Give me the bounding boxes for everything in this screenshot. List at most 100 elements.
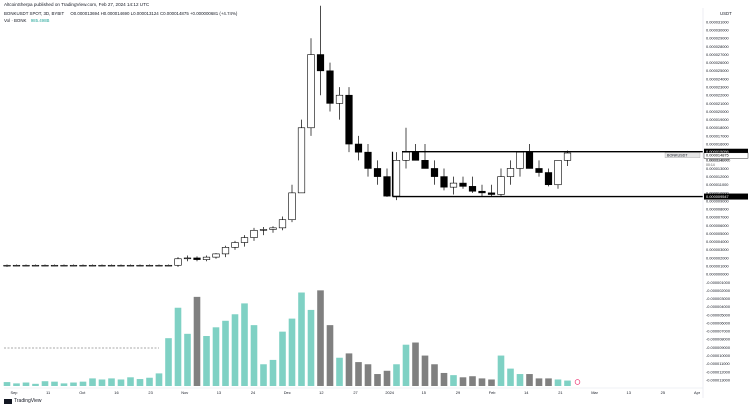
candle-body [307,54,315,129]
volume-bar [127,377,134,386]
volume-bar [488,379,495,386]
price-tick-label: 0.000006000 [706,223,730,228]
ohlc-values: O0.000013694 H0.000014690 L0.000013124 C… [70,11,238,16]
candle-body [544,172,553,186]
price-tick-label: 0.000009000 [706,198,730,203]
candle-body [202,256,211,260]
price-tick-label: 0.000012000 [706,174,730,179]
support-price-tag [704,193,748,200]
candle-body [497,176,505,195]
time-tick-label: 24 [251,390,256,395]
volume-bar [22,382,30,386]
volume-bar [402,344,410,386]
volume-bar [326,325,334,386]
volume-bar [393,364,400,386]
candle-body [364,151,372,169]
price-tick-label: -0.000001000 [706,280,731,285]
volume-bar [13,383,20,386]
candle-body [60,264,68,267]
time-tick-label: 13 [217,390,221,395]
time-tick-label: 21 [558,390,562,395]
candle-body [3,264,11,267]
candle-body [440,176,448,188]
volume-bar [345,353,353,386]
time-tick-label: Mar [591,390,598,395]
volume-bar [108,378,115,386]
volume-bar [450,375,457,386]
price-tick-label: 0.000017000 [706,133,730,138]
candle-body [240,237,249,243]
candle-body [402,151,410,161]
candle-body [297,127,306,194]
candle-body [183,257,192,260]
price-tick-label: 0.000024000 [706,76,730,81]
candle-body [193,257,201,260]
symbol-label: BONKUSDT SPOT, 3D, BYBIT [4,11,65,16]
price-tick-label: 0.000001000 [706,263,730,268]
volume-bar [241,303,248,386]
volume-bar [136,379,144,386]
price-tick-label: 0.000013000 [706,166,730,171]
candle-body [212,253,220,258]
price-tick-label: 0.000007000 [706,215,730,220]
candle-body [155,264,163,267]
resistance-price-label: 0.000015056 [706,149,729,154]
price-tick-label: -0.000005000 [706,312,731,317]
volume-bar [288,318,296,386]
candle-body [107,264,116,267]
candle-body [430,168,439,177]
price-tick-label: 0.000022000 [706,93,730,98]
symbol-legend[interactable]: BONKUSDT SPOT, 3D, BYBIT O0.000013694 H0… [4,11,237,16]
tradingview-logo-icon [4,398,12,404]
volume-bar [212,327,220,386]
price-tick-label: 0.000019000 [706,117,730,122]
volume-bar [89,378,96,386]
volume-label: Vol · BONK [4,18,27,23]
price-tick-label: -0.000010000 [706,353,731,358]
volume-bar [421,355,429,386]
volume-bar [355,362,362,386]
volume-bar [260,364,267,386]
volume-bar [231,314,239,386]
volume-bar [250,325,258,386]
price-tick-label: -0.000004000 [706,304,731,309]
volume-bar [364,364,372,386]
candle-body [288,192,296,221]
volume-bar [497,355,505,386]
current-price-sub-1: 0.00001482775 [706,159,730,163]
candle-body [221,247,230,255]
time-tick-label: 27 [353,390,357,395]
candle-body [22,264,30,267]
candle-body [516,151,524,169]
time-tick-label: 29 [456,390,460,395]
candle-body [41,264,49,267]
time-tick-label: Oct [79,390,86,395]
candle-body [449,182,458,188]
volume-bar [117,379,125,386]
candle-body [335,94,344,104]
price-markers: 0.000015056 0.000009547 BONKUSDT 0.00001487… [574,148,749,385]
tradingview-logo[interactable]: TradingView [4,398,42,404]
price-tick-label: 0.000018000 [706,125,730,130]
volume-bar [545,378,552,386]
price-tick-label: -0.000008000 [706,337,731,342]
candle-body [468,186,477,192]
time-tick-label: 11 [46,390,50,395]
current-price-tag [703,152,749,159]
time-tick-label: 25 [661,390,665,395]
volume-bar [41,381,49,386]
footer-brand: TradingView [14,398,42,404]
time-tick-label: 16 [114,390,118,395]
volume-bar [298,292,305,386]
volume-legend[interactable]: Vol · BONK 985.498B [4,18,50,23]
price-tick-label: 0.000005000 [706,231,730,236]
time-tick-label: 12 [319,390,323,395]
candle-body [278,219,287,229]
price-tick-label: 0.000002000 [706,255,730,260]
price-tick-label: 0.000026000 [706,60,730,65]
candle-body [411,151,420,161]
candle-body [250,229,258,238]
time-tick-label: 2024 [385,390,394,395]
